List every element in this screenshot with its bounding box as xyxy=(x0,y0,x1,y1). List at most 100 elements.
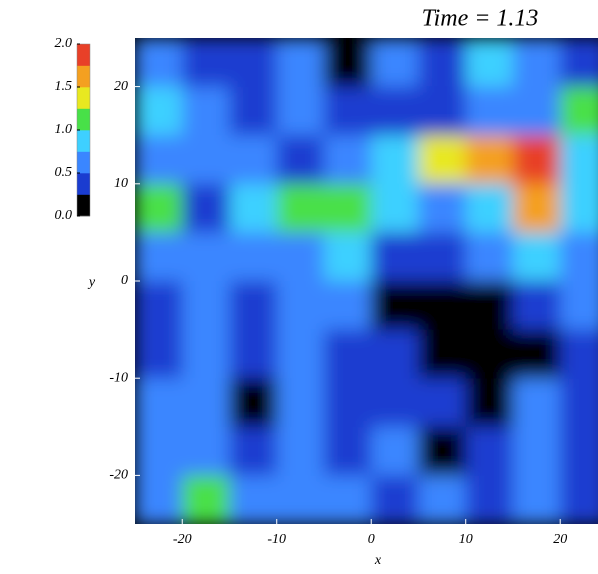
cell xyxy=(371,426,419,476)
cell xyxy=(512,378,561,428)
cell xyxy=(371,38,419,88)
colorbar-bin xyxy=(77,173,90,195)
cell xyxy=(560,475,598,524)
cell xyxy=(276,378,325,428)
cell xyxy=(418,135,467,185)
cell xyxy=(560,135,598,185)
field-smooth xyxy=(135,38,598,524)
cell xyxy=(135,281,183,331)
cell xyxy=(323,183,372,233)
cell xyxy=(323,86,372,136)
cell xyxy=(182,426,230,476)
cell xyxy=(371,329,419,379)
colorbar-tick-label: 2.0 xyxy=(55,36,73,51)
cell xyxy=(229,232,278,282)
x-tick-label: -20 xyxy=(173,532,192,547)
cell xyxy=(135,329,183,379)
colorbar-tick-label: 0.0 xyxy=(55,208,73,223)
cell xyxy=(323,281,372,331)
cell xyxy=(371,135,419,185)
cell xyxy=(371,281,419,331)
cell xyxy=(465,281,514,331)
x-axis-label: x xyxy=(374,553,382,568)
x-tick-label: 20 xyxy=(553,532,567,547)
cell xyxy=(229,281,278,331)
cell xyxy=(418,475,467,524)
cell xyxy=(182,329,230,379)
cell xyxy=(323,378,372,428)
cell xyxy=(135,475,183,524)
colorbar-bin xyxy=(77,130,90,152)
cell xyxy=(512,86,561,136)
cell xyxy=(276,135,325,185)
cell xyxy=(323,232,372,282)
cell xyxy=(229,475,278,524)
cell xyxy=(418,378,467,428)
field xyxy=(135,38,598,524)
x-tick-label: -10 xyxy=(267,532,286,547)
cell xyxy=(465,183,514,233)
cell xyxy=(560,183,598,233)
cell xyxy=(512,329,561,379)
cell xyxy=(465,86,514,136)
y-tick-label: -10 xyxy=(109,370,128,385)
cell xyxy=(276,329,325,379)
colorbar-bin xyxy=(77,87,90,109)
cell xyxy=(465,232,514,282)
cell xyxy=(182,38,230,88)
cell xyxy=(229,183,278,233)
cell xyxy=(135,183,183,233)
y-tick-label: -20 xyxy=(109,468,128,483)
cell xyxy=(465,426,514,476)
cell xyxy=(371,378,419,428)
cell xyxy=(371,183,419,233)
cell xyxy=(182,378,230,428)
cell xyxy=(512,232,561,282)
cell xyxy=(418,183,467,233)
cell xyxy=(323,329,372,379)
x-tick-label: 10 xyxy=(459,532,473,547)
y-tick-label: 20 xyxy=(114,79,128,94)
cell xyxy=(418,232,467,282)
cell xyxy=(182,232,230,282)
cell xyxy=(323,426,372,476)
cell xyxy=(512,183,561,233)
cell xyxy=(465,329,514,379)
colorbar-bin xyxy=(77,151,90,174)
cell xyxy=(512,38,561,88)
cell xyxy=(371,86,419,136)
cell xyxy=(135,38,183,88)
cell xyxy=(323,475,372,524)
cell xyxy=(418,86,467,136)
cell xyxy=(182,183,230,233)
cell xyxy=(560,378,598,428)
cell xyxy=(276,475,325,524)
cell xyxy=(182,475,230,524)
cell xyxy=(560,86,598,136)
cell xyxy=(371,475,419,524)
cell xyxy=(182,281,230,331)
cell xyxy=(276,426,325,476)
cell xyxy=(229,86,278,136)
cell xyxy=(135,232,183,282)
cell xyxy=(418,329,467,379)
y-tick-label: 10 xyxy=(114,176,128,191)
colorbar-tick-label: 1.5 xyxy=(55,79,73,94)
cell xyxy=(512,281,561,331)
cell xyxy=(229,135,278,185)
cell xyxy=(229,329,278,379)
cell xyxy=(465,38,514,88)
colorbar-bin xyxy=(77,44,90,66)
cell xyxy=(276,281,325,331)
colorbar-bin xyxy=(77,194,90,217)
cell xyxy=(276,232,325,282)
y-axis-label: y xyxy=(87,275,96,290)
cell xyxy=(135,86,183,136)
colorbar-tick-label: 1.0 xyxy=(55,122,73,137)
cell xyxy=(182,86,230,136)
chart-title: Time = 1.13 xyxy=(422,6,539,32)
cell xyxy=(182,135,230,185)
cell xyxy=(512,475,561,524)
cell xyxy=(560,38,598,88)
colorbar-tick-label: 0.5 xyxy=(55,165,73,180)
